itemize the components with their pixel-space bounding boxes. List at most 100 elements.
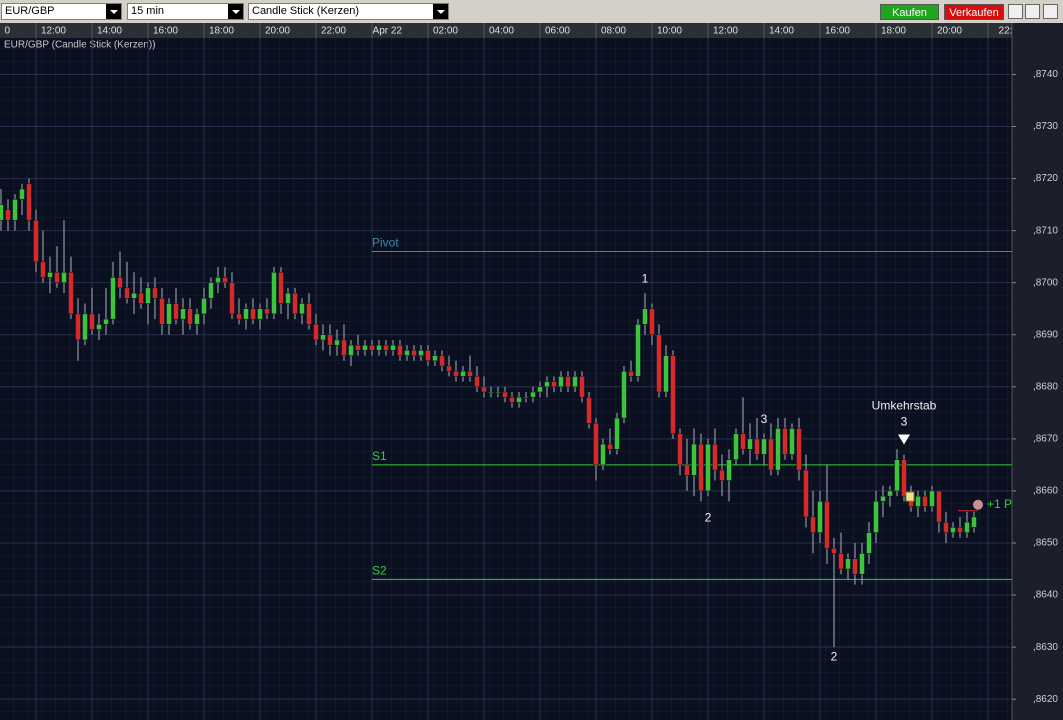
level-label: S1 (372, 449, 387, 463)
candle-body (117, 277, 123, 289)
candle-body (236, 313, 242, 320)
time-labels: 0 12:00 14:00 16:00 18:00 20:00 22:00 Apr 22 02:… (4, 23, 1012, 38)
candle-body (362, 344, 368, 351)
price-axis (1012, 23, 1063, 720)
candle-body (33, 219, 39, 263)
candle-body (173, 303, 179, 320)
candle-body (593, 423, 599, 466)
interval-select[interactable]: 15 min (127, 3, 244, 20)
candle-body (747, 438, 753, 450)
candle-body (887, 490, 893, 497)
candle-body (971, 516, 977, 528)
candle-body (600, 443, 606, 466)
candle-body (47, 272, 53, 278)
window-icon[interactable] (1043, 4, 1058, 19)
bars-icon[interactable] (1008, 4, 1023, 19)
candle-body (299, 303, 305, 315)
candle-body (740, 433, 746, 450)
buy-button[interactable]: Kaufen (880, 4, 939, 20)
symbol-text: EUR/GBP (5, 5, 55, 17)
candle-body (915, 495, 921, 507)
sell-button[interactable]: Verkaufen (944, 4, 1004, 20)
candle-body (187, 308, 193, 325)
candle-body (89, 313, 95, 330)
chart-title: EUR/GBP (Candle Stick (Kerzen)) (4, 40, 156, 51)
candle-body (537, 386, 543, 393)
candle-body (257, 308, 263, 320)
candle-body (726, 459, 732, 481)
candle-body (138, 292, 144, 304)
candle-body (348, 344, 354, 356)
candle-body (649, 308, 655, 335)
x-tick-label: 04:00 (489, 26, 514, 37)
candle-body (656, 334, 662, 393)
toolbar: EUR/GBP 15 min Candle Stick (Kerzen) Kau… (0, 0, 1063, 24)
candle-body (817, 501, 823, 533)
y-tick-label: ,8630 (1033, 642, 1058, 653)
candle-body (922, 495, 928, 507)
candle-body (208, 282, 214, 299)
candle-body (306, 303, 312, 325)
annotation: 1 (642, 271, 649, 285)
x-tick-label: 18:00 (881, 26, 906, 37)
annotation: 2 (831, 649, 838, 663)
plot: Pivot S1 S2 1 2 3 2 Umkehrstab 3 +1 Pip (0, 38, 1012, 720)
y-tick-label: ,8720 (1033, 173, 1058, 184)
x-tick-label: 02:00 (433, 26, 458, 37)
candle-body (488, 391, 494, 394)
candle-body (432, 355, 438, 362)
symbol-select[interactable]: EUR/GBP (1, 3, 122, 20)
candle-body (516, 396, 522, 403)
candle-body (761, 438, 767, 455)
candle-body (901, 459, 907, 497)
candle-body (243, 308, 249, 320)
candle-body (292, 292, 298, 315)
candle-body (404, 350, 410, 356)
candle-body (19, 188, 25, 200)
candle-body (264, 308, 270, 315)
x-tick-label: 20:00 (265, 26, 290, 37)
candle-body (943, 521, 949, 533)
candle-body (810, 516, 816, 533)
target-marker (973, 499, 983, 510)
candle-body (313, 324, 319, 341)
draw-icon[interactable] (1025, 4, 1040, 19)
candle-body (614, 417, 620, 450)
candle-body (446, 365, 452, 372)
candle-body (152, 287, 158, 299)
candle-body (383, 344, 389, 351)
candle-body (838, 553, 844, 570)
dropdown-arrow[interactable] (433, 4, 448, 19)
y-tick-label: ,8690 (1033, 329, 1058, 340)
x-tick-label: 16:00 (153, 26, 178, 37)
candle-body (159, 298, 165, 325)
reversal-arrow (898, 434, 910, 445)
x-tick-label: 18:00 (209, 26, 234, 37)
annotation: 3 (761, 412, 768, 426)
candle-body (544, 381, 550, 388)
style-select[interactable]: Candle Stick (Kerzen) (248, 3, 449, 20)
candle-body (334, 339, 340, 346)
candle-body (75, 313, 81, 341)
candle-body (719, 469, 725, 481)
y-tick-label: ,8620 (1033, 694, 1058, 705)
level-label: S2 (372, 564, 387, 578)
y-tick-label: ,8700 (1033, 277, 1058, 288)
candle-body (635, 324, 641, 377)
candle-body (180, 308, 186, 320)
candle-body (327, 334, 333, 346)
candle-body (684, 464, 690, 476)
x-tick-label: 06:00 (545, 26, 570, 37)
candle-body (957, 527, 963, 533)
y-tick-label: ,8640 (1033, 590, 1058, 601)
dropdown-arrow[interactable] (228, 4, 243, 19)
candle-body (474, 376, 480, 388)
candle-body (222, 277, 228, 283)
candle-body (936, 490, 942, 523)
candle-body (103, 318, 109, 325)
candle-body (565, 376, 571, 388)
candle-body (0, 204, 4, 221)
y-tick-label: ,8670 (1033, 434, 1058, 445)
dropdown-arrow[interactable] (106, 4, 121, 19)
candle-body (439, 355, 445, 367)
